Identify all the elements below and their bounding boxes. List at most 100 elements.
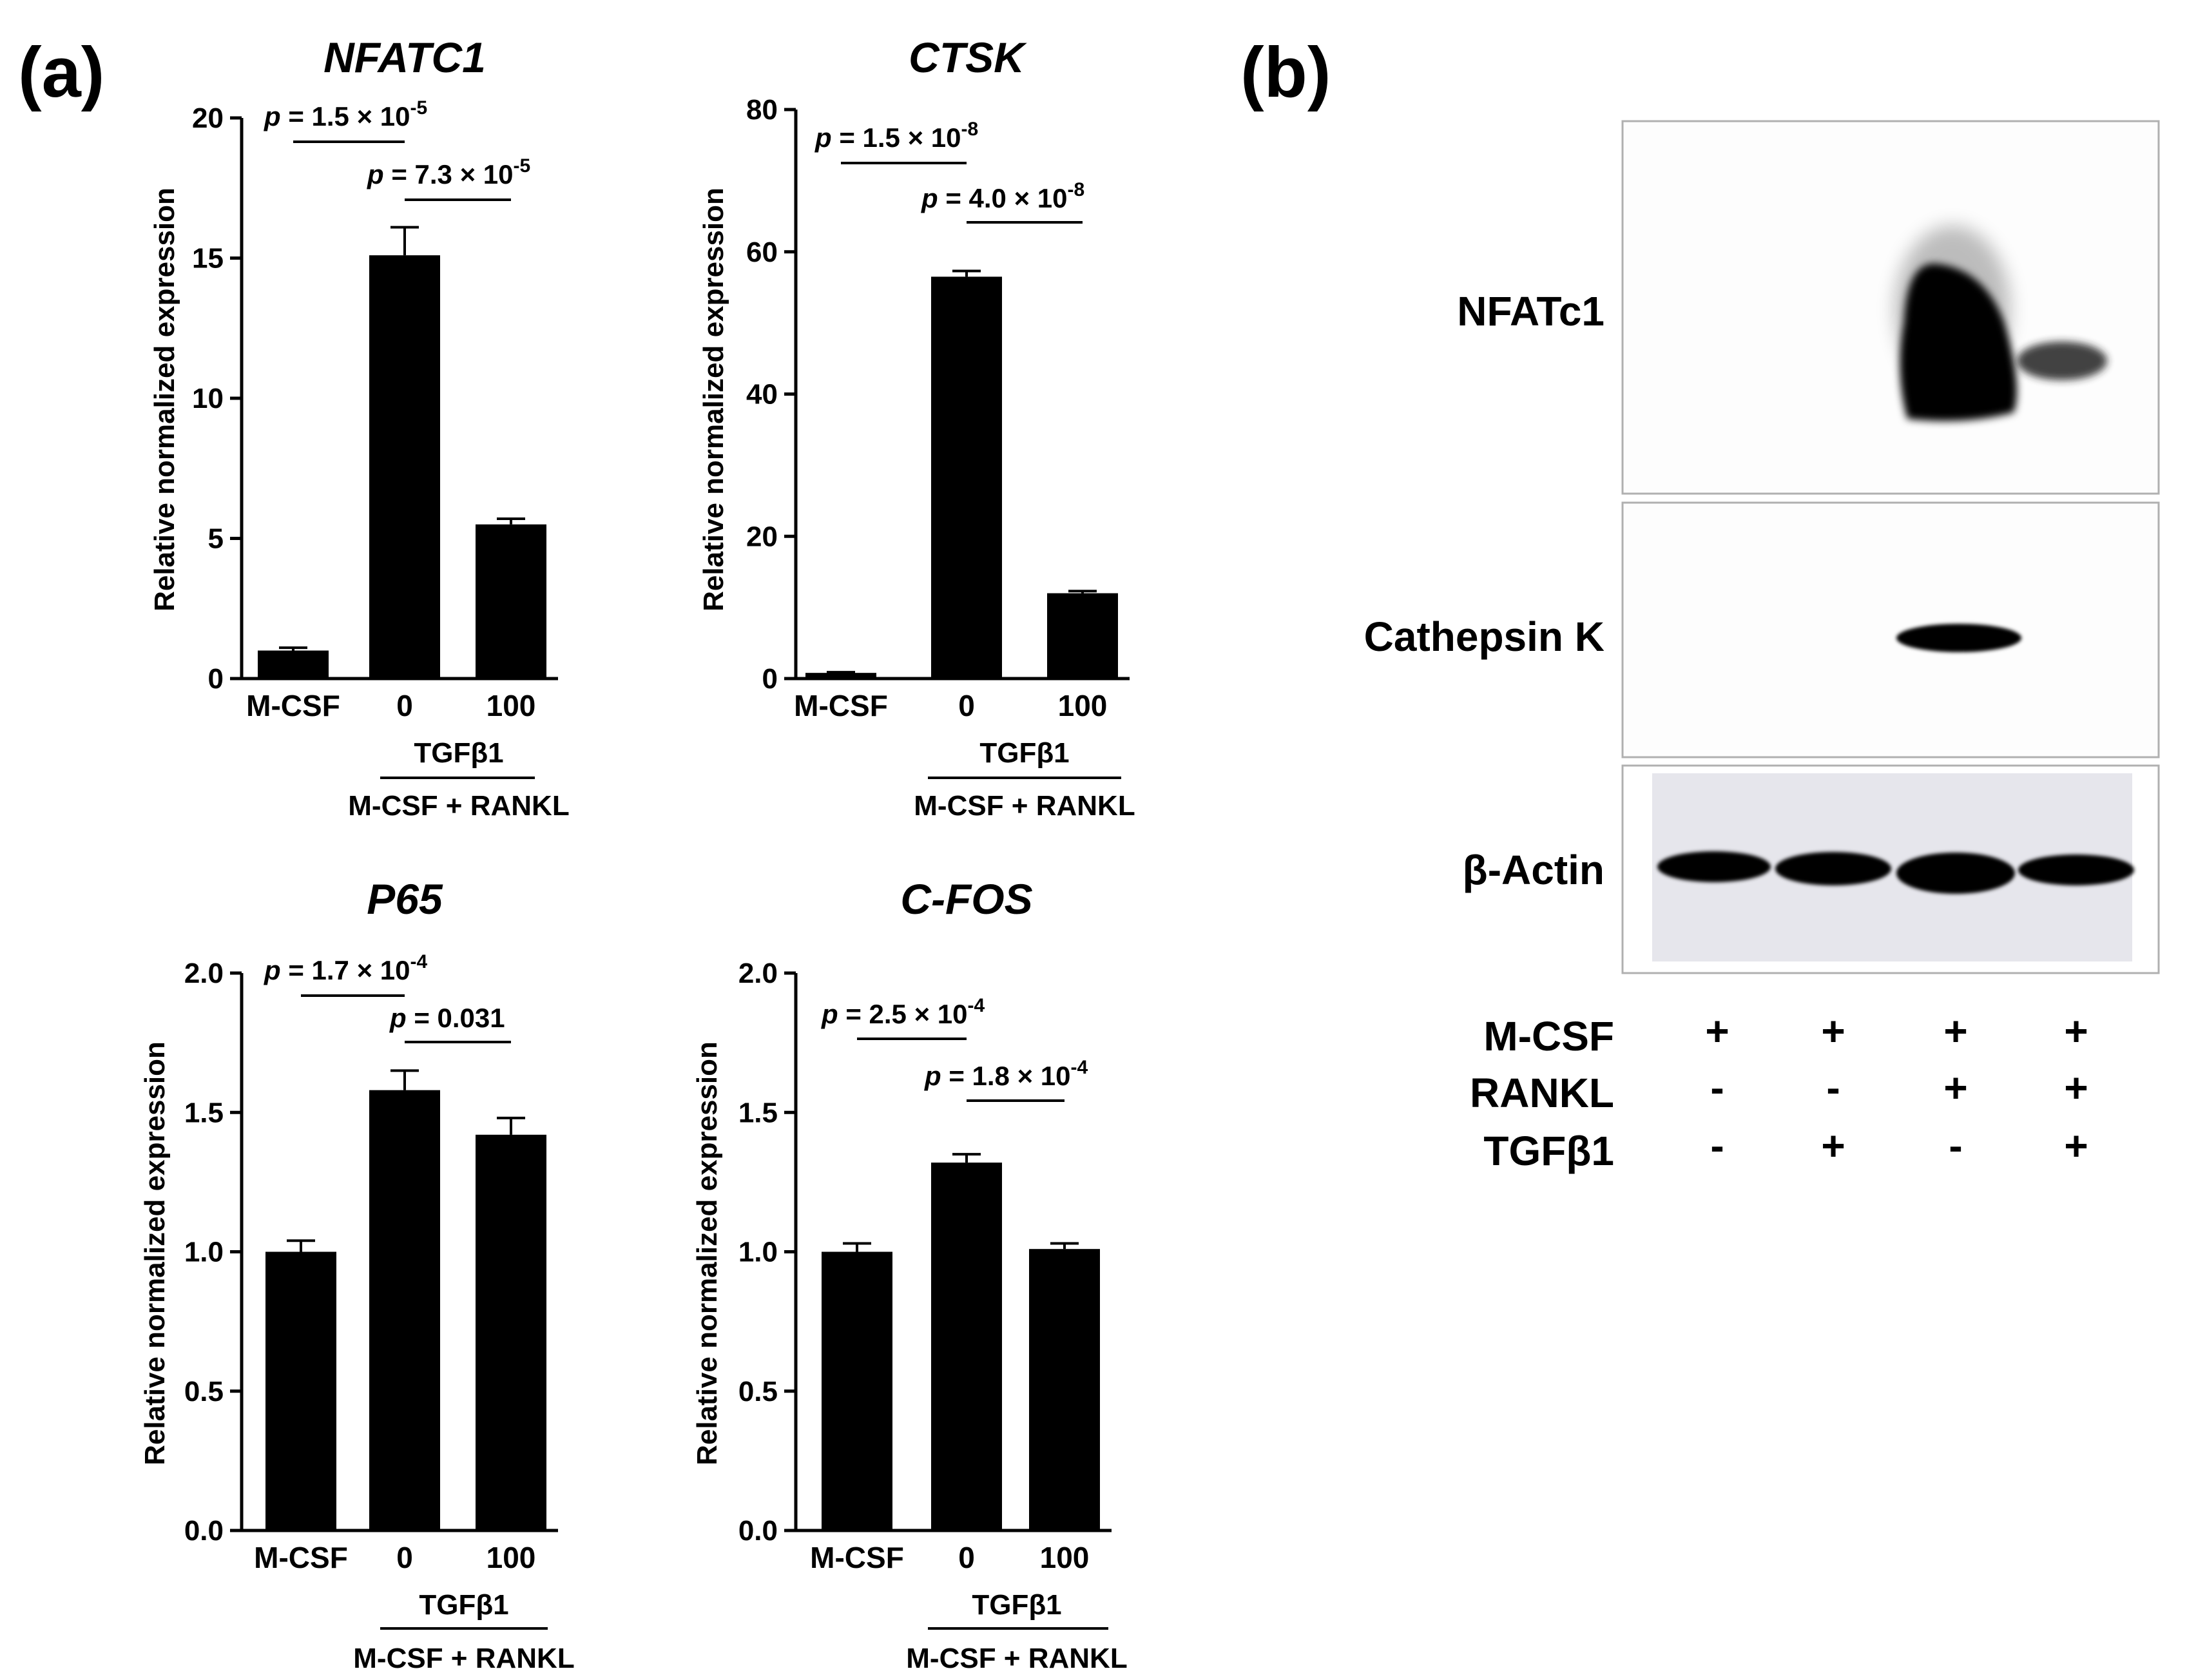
- category-label: M-CSF: [794, 689, 888, 722]
- condition-label: TGFβ1: [1483, 1128, 1614, 1174]
- bar: [1029, 1249, 1100, 1530]
- y-tick-label: 0.0: [184, 1515, 224, 1547]
- y-tick-label: 5: [208, 523, 224, 555]
- bar: [265, 1251, 336, 1530]
- p-value-label: p = 1.5 × 10-8: [814, 119, 978, 153]
- blot-label-cathepsin-k: Cathepsin K: [1364, 613, 1604, 660]
- y-tick-label: 0: [762, 663, 778, 695]
- western-blot: NFATc1 Cathepsin K β-Actin M-CSF + + + + RANK…: [1364, 120, 2160, 1174]
- condition-symbol: +: [1821, 1123, 1845, 1169]
- category-label: 100: [487, 689, 536, 722]
- chart-title: CTSK: [909, 34, 1027, 81]
- bar: [476, 1134, 546, 1530]
- beta-actin-band-lane2: [1775, 852, 1891, 885]
- condition-symbol: -: [1826, 1065, 1840, 1111]
- category-label: M-CSF: [254, 1541, 348, 1574]
- group-label-top: TGFβ1: [972, 1589, 1061, 1621]
- nfatc1-band-lane3: [1900, 264, 2017, 421]
- blot-label-nfatc1: NFATc1: [1457, 288, 1604, 334]
- beta-actin-band-lane1: [1657, 851, 1771, 882]
- y-tick-label: 15: [192, 243, 224, 275]
- bar: [369, 1090, 440, 1530]
- p-value-label: p = 7.3 × 10-5: [367, 155, 530, 189]
- bar: [1047, 593, 1118, 679]
- bar-chart-4: C-FOS 0.0 0.5 1.0 1.5 2.0 Relative normalized …: [691, 875, 1128, 1674]
- y-tick-label: 60: [746, 237, 778, 268]
- chart-title: C-FOS: [900, 875, 1032, 923]
- condition-label: RANKL: [1470, 1070, 1614, 1116]
- group-label-bottom: M-CSF + RANKL: [914, 790, 1135, 822]
- treatment-table: M-CSF + + + + RANKL - - + + TGFβ1 - + - +: [1470, 1008, 2088, 1174]
- category-label: 100: [1040, 1541, 1090, 1574]
- group-label-bottom: M-CSF + RANKL: [353, 1643, 574, 1674]
- condition-symbol: +: [2064, 1008, 2088, 1054]
- category-label: 0: [958, 689, 975, 722]
- y-tick-label: 2.0: [184, 958, 224, 989]
- blot-frame-nfatc1: [1621, 120, 2160, 495]
- category-label: 0: [396, 1541, 413, 1574]
- bar: [476, 524, 546, 679]
- p-value-label: p = 2.5 × 10-4: [821, 995, 985, 1029]
- condition-symbol: +: [1943, 1008, 1967, 1054]
- group-label-bottom: M-CSF + RANKL: [906, 1643, 1127, 1674]
- condition-symbol: -: [1949, 1123, 1962, 1169]
- beta-actin-band-lane4: [2018, 854, 2134, 885]
- group-label-top: TGFβ1: [979, 737, 1069, 769]
- y-axis-label: Relative normalized expression: [691, 1041, 723, 1465]
- condition-symbol: +: [1821, 1008, 1845, 1054]
- category-label: 0: [396, 689, 413, 722]
- nfatc1-band-lane4: [2017, 342, 2107, 380]
- bar: [822, 1251, 892, 1530]
- category-label: 100: [487, 1541, 536, 1574]
- p-value-label: p = 4.0 × 10-8: [921, 179, 1084, 213]
- category-label: M-CSF: [246, 689, 340, 722]
- y-tick-label: 0.5: [738, 1376, 778, 1407]
- y-tick-label: 0.0: [738, 1515, 778, 1547]
- p-value-label: p = 1.5 × 10-5: [264, 97, 427, 131]
- bar: [931, 276, 1002, 679]
- category-label: 0: [958, 1541, 975, 1574]
- condition-symbol: +: [1943, 1065, 1967, 1111]
- y-axis-label: Relative normalized expression: [139, 1041, 171, 1465]
- charts-group: NFATC1 0 5 10 15 20 Relative normalized expres…: [139, 34, 1135, 1674]
- panel-a-label: (a): [18, 33, 104, 112]
- bar-chart-2: CTSK 0 20 40 60 80 Relative normalized express…: [698, 34, 1135, 822]
- y-tick-label: 40: [746, 379, 778, 410]
- y-tick-label: 0: [208, 663, 224, 695]
- p-value-label: p = 1.8 × 10-4: [924, 1057, 1088, 1091]
- condition-symbol: -: [1710, 1123, 1724, 1169]
- y-tick-label: 1.0: [738, 1237, 778, 1268]
- condition-symbol: +: [1705, 1008, 1729, 1054]
- beta-actin-band-lane3: [1896, 853, 2015, 894]
- y-axis-label: Relative normalized expression: [149, 188, 180, 612]
- p-value-label: p = 1.7 × 10-4: [264, 951, 427, 985]
- bar: [258, 650, 329, 679]
- bar: [805, 673, 876, 679]
- group-label-bottom: M-CSF + RANKL: [348, 790, 569, 822]
- y-tick-label: 0.5: [184, 1376, 224, 1407]
- cathepsin-k-band-lane3: [1896, 624, 2021, 652]
- chart-title: P65: [367, 875, 443, 923]
- y-tick-label: 1.5: [738, 1097, 778, 1128]
- bar-chart-1: NFATC1 0 5 10 15 20 Relative normalized expres…: [149, 34, 570, 822]
- y-tick-label: 20: [746, 521, 778, 552]
- y-axis-label: Relative normalized expression: [698, 188, 729, 612]
- y-tick-label: 2.0: [738, 958, 778, 989]
- condition-symbol: +: [2064, 1065, 2088, 1111]
- condition-label: M-CSF: [1483, 1013, 1614, 1059]
- y-tick-label: 80: [746, 94, 778, 126]
- y-tick-label: 20: [192, 102, 224, 134]
- blot-frame-cathepsin-k: [1621, 501, 2160, 758]
- p-value-label: p = 0.031: [389, 1003, 505, 1033]
- category-label: 100: [1058, 689, 1108, 722]
- y-tick-label: 1.0: [184, 1237, 224, 1268]
- bar: [369, 255, 440, 679]
- group-label-top: TGFβ1: [419, 1589, 508, 1621]
- blot-label-beta-actin: β-Actin: [1463, 847, 1604, 893]
- bar: [931, 1163, 1002, 1530]
- category-label: M-CSF: [810, 1541, 904, 1574]
- condition-symbol: +: [2064, 1123, 2088, 1169]
- y-tick-label: 1.5: [184, 1097, 224, 1128]
- condition-symbol: -: [1710, 1065, 1724, 1111]
